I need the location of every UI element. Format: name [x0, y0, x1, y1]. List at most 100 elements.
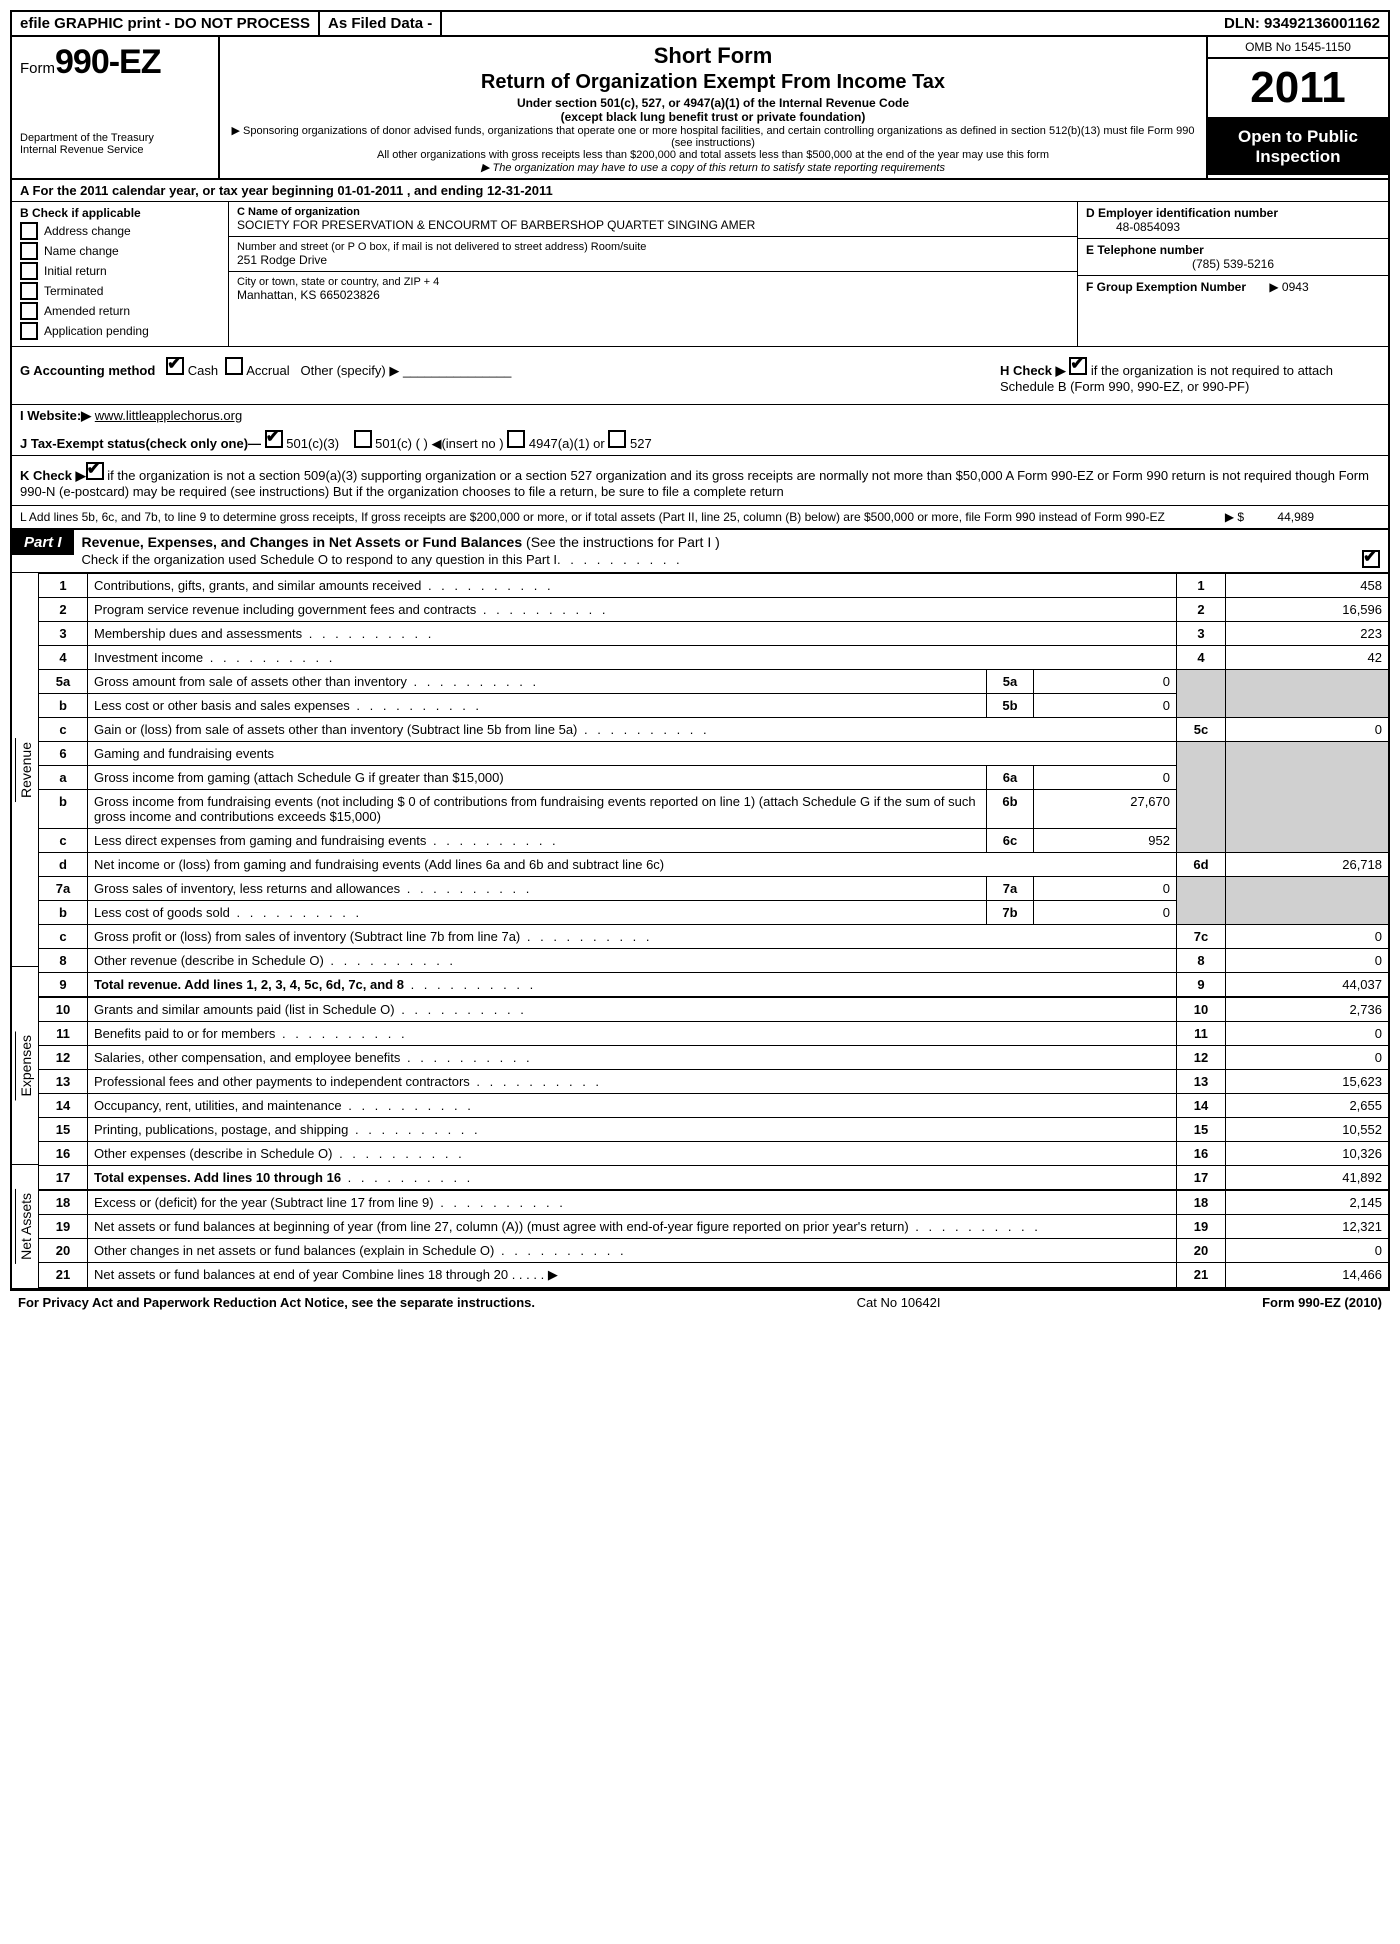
checkbox-icon [20, 222, 38, 240]
header-right: OMB No 1545-1150 2011 Open to Public Ins… [1206, 37, 1388, 178]
website-link[interactable]: www.littleapplechorus.org [95, 408, 242, 423]
side-labels: Revenue Expenses Net Assets [12, 573, 39, 1288]
chk-schedule-o[interactable] [1362, 550, 1380, 568]
group-exempt-value: ▶ 0943 [1249, 280, 1308, 294]
line-19: 19Net assets or fund balances at beginni… [39, 1215, 1388, 1239]
org-name: SOCIETY FOR PRESERVATION & ENCOURMT OF B… [237, 218, 1069, 232]
street-label: Number and street (or P O box, if mail i… [237, 241, 1069, 253]
part-1-table: 1Contributions, gifts, grants, and simil… [39, 573, 1388, 1288]
section-b-title: B Check if applicable [20, 206, 220, 220]
line-5a: 5aGross amount from sale of assets other… [39, 670, 1388, 694]
section-b: B Check if applicable Address change Nam… [12, 202, 229, 346]
checkbox-icon [20, 242, 38, 260]
irs-label: Internal Revenue Service [20, 144, 210, 156]
group-exempt-label: F Group Exemption Number [1086, 280, 1246, 294]
line-20: 20Other changes in net assets or fund ba… [39, 1239, 1388, 1263]
checkbox-icon [20, 282, 38, 300]
subtitle-1: Under section 501(c), 527, or 4947(a)(1)… [228, 96, 1198, 110]
line-7a: 7aGross sales of inventory, less returns… [39, 877, 1388, 901]
chk-501c3[interactable] [265, 430, 283, 448]
line-4: 4Investment income442 [39, 646, 1388, 670]
omb-number: OMB No 1545-1150 [1208, 37, 1388, 59]
line-11: 11Benefits paid to or for members110 [39, 1022, 1388, 1046]
checkbox-icon [20, 302, 38, 320]
checkbox-icon [20, 322, 38, 340]
as-filed-label: As Filed Data - [320, 12, 442, 35]
row-a-tax-year: A For the 2011 calendar year, or tax yea… [12, 180, 1388, 202]
line-18: 18Excess or (deficit) for the year (Subt… [39, 1190, 1388, 1215]
chk-name-change[interactable]: Name change [20, 242, 220, 260]
gross-receipts: 44,989 [1277, 510, 1314, 524]
form-header: Form990-EZ Department of the Treasury In… [12, 37, 1388, 180]
footer-cat-no: Cat No 10642I [857, 1295, 941, 1310]
line-5c: cGain or (loss) from sale of assets othe… [39, 718, 1388, 742]
ein-value: 48-0854093 [1086, 220, 1380, 234]
header-center: Short Form Return of Organization Exempt… [220, 37, 1206, 178]
org-name-label: C Name of organization [237, 206, 1069, 218]
main-title: Return of Organization Exempt From Incom… [228, 71, 1198, 94]
open-inspection: Open to Public Inspection [1208, 119, 1388, 175]
line-3: 3Membership dues and assessments3223 [39, 622, 1388, 646]
line-1: 1Contributions, gifts, grants, and simil… [39, 574, 1388, 598]
line-6: 6Gaming and fundraising events [39, 742, 1388, 766]
line-i-website: I Website:▶ www.littleapplechorus.org [12, 405, 1388, 427]
line-16: 16Other expenses (describe in Schedule O… [39, 1142, 1388, 1166]
line-15: 15Printing, publications, postage, and s… [39, 1118, 1388, 1142]
section-bcd: B Check if applicable Address change Nam… [12, 202, 1388, 347]
expenses-label: Expenses [15, 1031, 36, 1100]
chk-4947[interactable] [507, 430, 525, 448]
ein-label: D Employer identification number [1086, 206, 1380, 220]
line-12: 12Salaries, other compensation, and empl… [39, 1046, 1388, 1070]
part-1-title: Revenue, Expenses, and Changes in Net As… [74, 530, 1388, 572]
net-assets-label: Net Assets [15, 1189, 36, 1264]
note-1: ▶ Sponsoring organizations of donor advi… [228, 124, 1198, 149]
chk-h[interactable] [1069, 357, 1087, 375]
header-left: Form990-EZ Department of the Treasury In… [12, 37, 220, 178]
chk-amended[interactable]: Amended return [20, 302, 220, 320]
note-2: All other organizations with gross recei… [228, 149, 1198, 161]
tel-value: (785) 539-5216 [1086, 257, 1380, 271]
line-9: 9Total revenue. Add lines 1, 2, 3, 4, 5c… [39, 973, 1388, 998]
chk-cash[interactable] [166, 357, 184, 375]
page-footer: For Privacy Act and Paperwork Reduction … [10, 1290, 1390, 1314]
footer-privacy: For Privacy Act and Paperwork Reduction … [18, 1295, 535, 1310]
street-address: 251 Rodge Drive [237, 253, 1069, 267]
line-j-tax-status: J Tax-Exempt status(check only one)— 501… [12, 427, 1388, 456]
city-label: City or town, state or country, and ZIP … [237, 276, 1069, 288]
subtitle-2: (except black lung benefit trust or priv… [228, 110, 1198, 124]
chk-address-change[interactable]: Address change [20, 222, 220, 240]
top-bar: efile GRAPHIC print - DO NOT PROCESS As … [12, 12, 1388, 37]
footer-form-ref: Form 990-EZ (2010) [1262, 1295, 1382, 1310]
chk-accrual[interactable] [225, 357, 243, 375]
part-1-label: Part I [12, 530, 74, 555]
line-8: 8Other revenue (describe in Schedule O)8… [39, 949, 1388, 973]
chk-terminated[interactable]: Terminated [20, 282, 220, 300]
chk-501c[interactable] [354, 430, 372, 448]
dept-treasury: Department of the Treasury [20, 132, 210, 144]
checkbox-icon [20, 262, 38, 280]
chk-app-pending[interactable]: Application pending [20, 322, 220, 340]
line-14: 14Occupancy, rent, utilities, and mainte… [39, 1094, 1388, 1118]
section-l: L Add lines 5b, 6c, and 7b, to line 9 to… [12, 506, 1388, 530]
part-1-body: Revenue Expenses Net Assets 1Contributio… [12, 573, 1388, 1288]
section-gh: G Accounting method Cash Accrual Other (… [12, 347, 1388, 405]
part-1-header: Part I Revenue, Expenses, and Changes in… [12, 530, 1388, 573]
city-state-zip: Manhattan, KS 665023826 [237, 288, 1069, 302]
section-c: C Name of organization SOCIETY FOR PRESE… [229, 202, 1077, 346]
chk-527[interactable] [608, 430, 626, 448]
section-h: H Check ▶ if the organization is not req… [1000, 357, 1380, 394]
chk-k[interactable] [86, 462, 104, 480]
section-k: K Check ▶ if the organization is not a s… [12, 456, 1388, 506]
line-2: 2Program service revenue including gover… [39, 598, 1388, 622]
line-13: 13Professional fees and other payments t… [39, 1070, 1388, 1094]
line-21: 21Net assets or fund balances at end of … [39, 1263, 1388, 1288]
section-g: G Accounting method Cash Accrual Other (… [20, 357, 1000, 394]
form-number: Form990-EZ [20, 43, 210, 82]
short-form-title: Short Form [228, 43, 1198, 69]
revenue-label: Revenue [15, 738, 36, 802]
dln: DLN: 93492136001162 [1216, 12, 1388, 35]
efile-notice: efile GRAPHIC print - DO NOT PROCESS [12, 12, 320, 35]
chk-initial-return[interactable]: Initial return [20, 262, 220, 280]
section-def: D Employer identification number 48-0854… [1077, 202, 1388, 346]
line-10: 10Grants and similar amounts paid (list … [39, 997, 1388, 1022]
